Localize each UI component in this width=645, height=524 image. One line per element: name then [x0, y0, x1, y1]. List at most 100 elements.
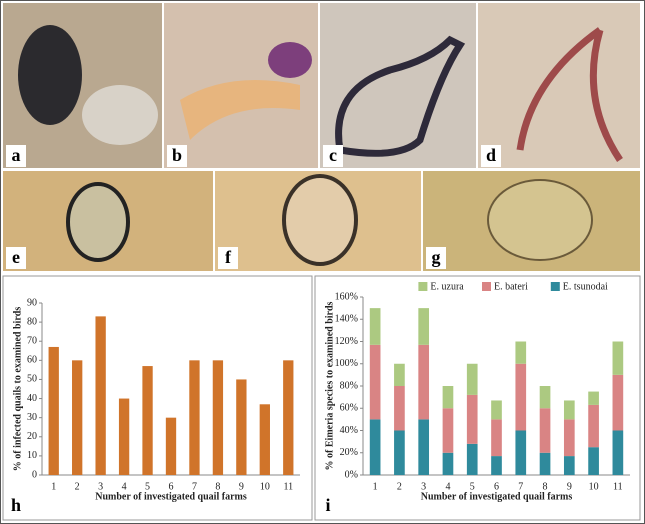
panel-label: b	[172, 145, 182, 165]
bar-segment	[394, 386, 405, 431]
bar-segment	[588, 404, 599, 448]
y-tick-label: 50	[27, 374, 37, 385]
bar-segment	[466, 363, 478, 395]
y-tick-label: 40%	[340, 425, 358, 436]
photo-d	[478, 3, 640, 168]
x-tick-label: 3	[421, 481, 426, 492]
bar-segment	[563, 419, 575, 457]
bar-segment	[612, 430, 624, 475]
y-tick-label: 10	[27, 450, 37, 461]
bar-segment	[612, 374, 624, 431]
x-tick-label: 6	[494, 481, 499, 492]
y-tick-label: 60%	[340, 403, 358, 414]
photo-shape	[66, 182, 130, 262]
bar-segment	[539, 386, 551, 409]
x-tick-label: 5	[145, 481, 150, 492]
photos	[3, 3, 640, 271]
bar-segment	[515, 341, 527, 364]
panel-label: a	[12, 145, 21, 165]
panel-label: d	[486, 145, 496, 165]
bar-segment	[491, 456, 502, 475]
photo-shape	[82, 85, 158, 145]
x-tick-label: 1	[51, 481, 56, 492]
bar-segment	[539, 408, 551, 453]
bar-segment	[369, 308, 381, 345]
bar-segment	[491, 419, 502, 457]
y-tick-label: 90	[27, 297, 37, 308]
panel-label-box	[6, 145, 26, 167]
y-tick-label: 140%	[335, 314, 358, 325]
bar	[95, 316, 106, 475]
bar	[189, 360, 200, 475]
bar-segment	[588, 447, 599, 475]
legend-label: E. tsunodai	[563, 281, 608, 292]
y-axis-title: % of Eimeria species to examined birds	[324, 301, 335, 470]
x-axis-title: Number of investigated quail farms	[95, 491, 247, 502]
photo-shape	[268, 42, 312, 78]
panel-label: c	[329, 145, 337, 165]
panel-label-box	[167, 145, 187, 167]
panel-label-box	[426, 247, 446, 269]
y-tick-label: 80	[27, 316, 37, 327]
bar-segment	[394, 363, 405, 386]
x-tick-label: 11	[283, 481, 293, 492]
bar	[165, 417, 177, 475]
x-tick-label: 10	[589, 481, 599, 492]
bar-segment	[515, 430, 527, 475]
bar	[142, 366, 153, 475]
bar-segment	[442, 452, 454, 475]
y-axis-title: % of infected quails to examined birds	[12, 307, 23, 472]
x-tick-label: 8	[543, 481, 548, 492]
y-tick-label: 70	[27, 336, 37, 347]
bar-segment	[491, 400, 502, 420]
y-tick-label: 60	[27, 355, 37, 366]
panel-label-box	[323, 145, 343, 167]
x-tick-label: 3	[98, 481, 103, 492]
y-tick-label: 0	[32, 469, 37, 480]
panel-label: f	[225, 247, 232, 267]
x-tick-label: 8	[215, 481, 220, 492]
panel-label: i	[325, 495, 330, 515]
y-tick-label: 120%	[335, 336, 358, 347]
x-tick-label: 9	[239, 481, 244, 492]
x-tick-label: 2	[397, 481, 402, 492]
legend-swatch	[418, 282, 428, 291]
x-tick-label: 10	[260, 481, 270, 492]
panel-label-box	[6, 495, 26, 517]
bar-segment	[563, 456, 575, 475]
bar-segment	[418, 419, 430, 475]
x-tick-label: 7	[518, 481, 523, 492]
bar	[212, 360, 224, 475]
legend-swatch	[550, 282, 560, 291]
bar-segment	[442, 386, 454, 409]
bar-segment	[394, 430, 405, 475]
bar-segment	[369, 344, 381, 420]
x-tick-label: 2	[75, 481, 80, 492]
y-tick-label: 20	[27, 431, 37, 442]
bar-segment	[442, 408, 454, 453]
bar-segment	[563, 400, 575, 420]
photo-shape	[487, 179, 593, 261]
legend-label: E. uzura	[430, 281, 464, 292]
panel-label-box	[481, 145, 501, 167]
x-tick-label: 9	[567, 481, 572, 492]
bar	[48, 346, 59, 475]
photo-c	[320, 3, 476, 168]
bar-segment	[466, 394, 478, 444]
panel-label-box	[6, 247, 26, 269]
y-tick-label: 80%	[340, 380, 358, 391]
bar-segment	[515, 363, 527, 431]
bar-segment	[418, 344, 430, 420]
bar-segment	[369, 419, 381, 475]
x-tick-label: 5	[470, 481, 475, 492]
x-tick-label: 4	[445, 481, 450, 492]
bar-segment	[466, 443, 478, 475]
panel-label: h	[11, 495, 21, 515]
bar	[259, 404, 270, 475]
y-tick-label: 160%	[335, 291, 358, 302]
bar	[72, 360, 83, 475]
bar-segment	[588, 391, 599, 405]
bar-segment	[612, 341, 624, 375]
legend-label: E. bateri	[494, 281, 528, 292]
